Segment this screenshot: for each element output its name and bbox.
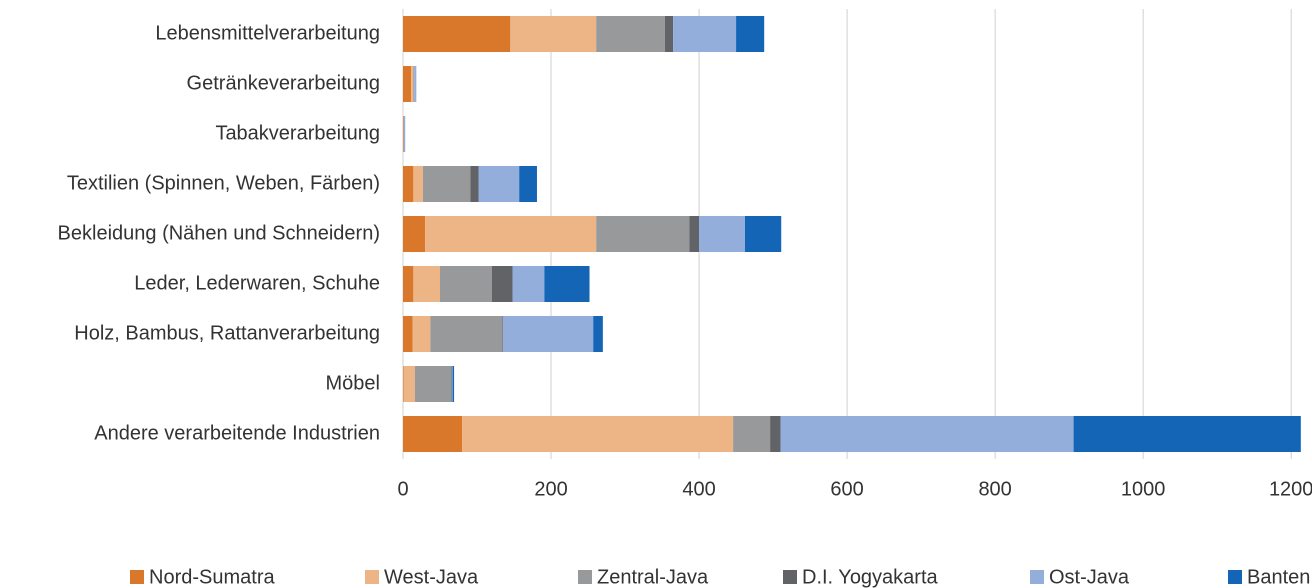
bar-segment	[502, 316, 503, 352]
bar-segment	[596, 16, 666, 52]
bar-segment	[502, 316, 594, 352]
bar-segment	[451, 366, 452, 402]
bar-segment	[440, 266, 492, 302]
bar-segment	[733, 416, 771, 452]
bar-segment	[699, 216, 745, 252]
y-tick-label: Lebensmittelverarbeitung	[155, 22, 380, 44]
bar-segment	[430, 316, 503, 352]
legend-label: D.I. Yogyakarta	[802, 566, 939, 588]
bar-segment	[403, 16, 511, 52]
y-tick-label: Holz, Bambus, Rattanverarbeitung	[74, 322, 380, 344]
x-tick-label: 0	[397, 478, 408, 500]
bar-segment	[451, 366, 453, 402]
bar-segment	[544, 266, 590, 302]
bar-segment	[413, 166, 423, 202]
bar-segment	[736, 16, 765, 52]
bar-segment	[403, 316, 413, 352]
bar-segment	[1073, 416, 1301, 452]
bar-segment	[422, 166, 471, 202]
bar-segment	[510, 16, 597, 52]
legend-label: Nord-Sumatra	[149, 566, 275, 588]
bar-segment	[780, 416, 1074, 452]
x-tick-label: 200	[534, 478, 567, 500]
bar-segment	[665, 16, 674, 52]
bar-segment	[744, 216, 782, 252]
y-tick-label: Getränkeverarbeitung	[187, 72, 380, 94]
legend-label: Ost-Java	[1049, 566, 1130, 588]
bar-segment	[413, 266, 441, 302]
bar-segment	[412, 316, 431, 352]
bar-segment	[414, 66, 417, 102]
bar-segment	[689, 216, 700, 252]
bar-segment	[452, 366, 455, 402]
bar-segment	[478, 166, 520, 202]
legend-swatch	[578, 570, 592, 584]
bar-segment	[425, 216, 597, 252]
legend-swatch	[1228, 570, 1242, 584]
y-tick-label: Textilien (Spinnen, Weben, Färben)	[67, 172, 380, 194]
bar-segment	[491, 266, 513, 302]
y-tick-label: Bekleidung (Nähen und Schneidern)	[58, 222, 380, 244]
bar-segment	[414, 366, 452, 402]
bar-segment	[470, 166, 479, 202]
bar-segment	[593, 316, 603, 352]
bar-segment	[403, 266, 414, 302]
x-tick-label: 400	[682, 478, 715, 500]
legend-label: West-Java	[384, 566, 479, 588]
bar-segment	[770, 416, 781, 452]
legend-swatch	[783, 570, 797, 584]
bar-segment	[512, 266, 545, 302]
bar-segment	[673, 16, 737, 52]
legend-label: Zentral-Java	[597, 566, 709, 588]
bar-segment	[411, 66, 414, 102]
y-tick-label: Tabakverarbeitung	[215, 122, 380, 144]
y-tick-label: Leder, Lederwaren, Schuhe	[134, 272, 380, 294]
bar-segment	[403, 66, 412, 102]
x-tick-label: 1000	[1121, 478, 1166, 500]
bar-segment	[403, 416, 463, 452]
bar-segment	[403, 216, 426, 252]
bar-segment	[403, 116, 404, 152]
bar-segment	[403, 366, 404, 402]
legend-label: Banten	[1247, 566, 1310, 588]
bar-segment	[462, 416, 734, 452]
bar-segment	[403, 166, 414, 202]
bar-segment	[519, 166, 537, 202]
x-tick-label: 800	[978, 478, 1011, 500]
bar-segment	[596, 216, 690, 252]
x-tick-label: 600	[830, 478, 863, 500]
y-tick-label: Möbel	[326, 372, 380, 394]
legend-swatch	[1030, 570, 1044, 584]
bar-segment	[403, 366, 415, 402]
bar-segment	[403, 116, 406, 152]
y-tick-label: Andere verarbeitende Industrien	[94, 422, 380, 444]
legend-swatch	[130, 570, 144, 584]
legend-swatch	[365, 570, 379, 584]
bar-segment	[413, 66, 415, 102]
x-tick-label: 1200	[1269, 478, 1312, 500]
